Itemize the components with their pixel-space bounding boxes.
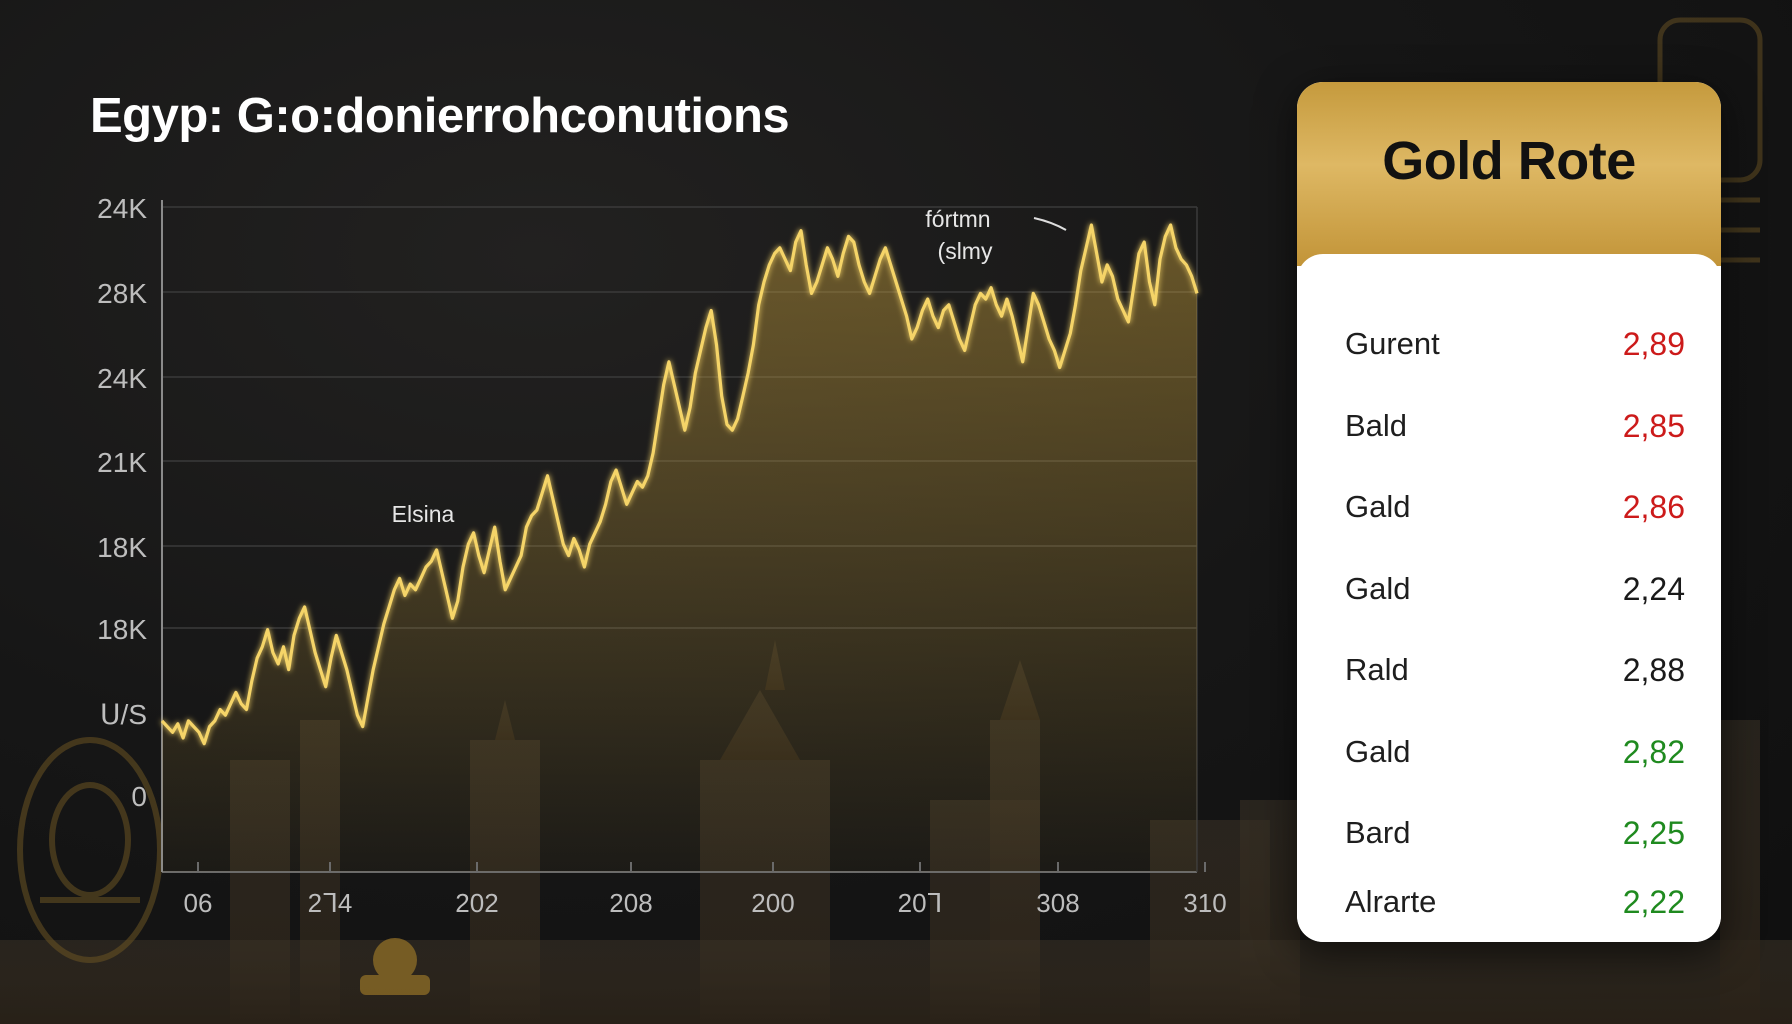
price-area-fill [162,225,1197,872]
x-tick-label: 308 [1036,888,1079,918]
x-tick-label: 2ᒣ4 [308,888,353,918]
rate-value: 2,82 [1622,733,1685,770]
y-tick-label: ᑌ/S [100,699,147,730]
rate-label: Bald [1345,408,1408,443]
rate-value: 2,88 [1622,651,1685,688]
gold-bag-icon [360,938,430,995]
rate-row: Bald 2,85 [1345,396,1685,456]
chart-annotations: Elsina fórtmn (slmy [392,206,993,527]
annotation-pointer [1033,217,1067,231]
panel-header: Gold Rote [1297,82,1721,266]
rate-value: 2,89 [1622,325,1685,362]
chart-title: Egyp: G:o:donierrohconutions [90,89,790,143]
gold-rate-panel: Gold Rote Gurent 2,89 Bald 2,85 Gald 2,86 G… [1297,82,1721,942]
x-tick-label: 310 [1183,888,1226,918]
x-tick-label: 202 [455,888,498,918]
pharaoh-emblem [17,737,163,963]
chart-annotation: fórtmn [925,206,990,232]
y-tick-label: 0 [131,781,147,812]
rate-row: Bard 2,25 [1345,803,1685,863]
rate-row: Gald 2,86 [1345,477,1685,537]
x-tick-label: 200 [751,888,794,918]
rate-label: Gurent [1345,326,1440,361]
chart-annotation: (slmy [938,238,993,264]
rate-label: Gald [1345,734,1411,769]
rate-value: 2,25 [1622,814,1685,851]
rate-value: 2,22 [1622,883,1685,920]
y-axis-ticks: 24K 28K 24K 21K 18K 18K ᑌ/S 0 [97,193,147,812]
rate-row: Gald 2,82 [1345,722,1685,782]
price-line [160,223,1199,746]
rate-label: Gald [1345,571,1411,606]
x-axis-ticks: 06 2ᒣ4 202 208 200 20ᒣ 308 310 [184,862,1227,918]
y-tick-label: 18K [97,614,147,645]
rate-label: Alrarte [1345,884,1437,919]
x-tick-label: 06 [184,888,213,918]
rate-label: Gald [1345,489,1411,524]
y-tick-label: 24K [97,193,147,224]
chart-annotation: Elsina [392,501,455,527]
y-tick-label: 18K [97,532,147,563]
rate-row: Gald 2,24 [1345,559,1685,619]
rate-row: Rald 2,88 [1345,640,1685,700]
rate-row: Alrarte 2,22 [1345,872,1685,932]
rate-label: Bard [1345,815,1411,850]
rate-row: Gurent 2,89 [1345,314,1685,374]
rate-value: 2,86 [1622,488,1685,525]
rate-value: 2,85 [1622,407,1685,444]
x-tick-label: 20ᒣ [898,888,943,918]
panel-title: Gold Rote [1382,131,1636,191]
y-tick-label: 28K [97,278,147,309]
y-tick-label: 24K [97,363,147,394]
x-tick-label: 208 [609,888,652,918]
rates-list: Gurent 2,89 Bald 2,85 Gald 2,86 Gald 2,24 Ra… [1297,254,1721,942]
rate-value: 2,24 [1622,570,1685,607]
y-tick-label: 21K [97,447,147,478]
rate-label: Rald [1345,652,1409,687]
